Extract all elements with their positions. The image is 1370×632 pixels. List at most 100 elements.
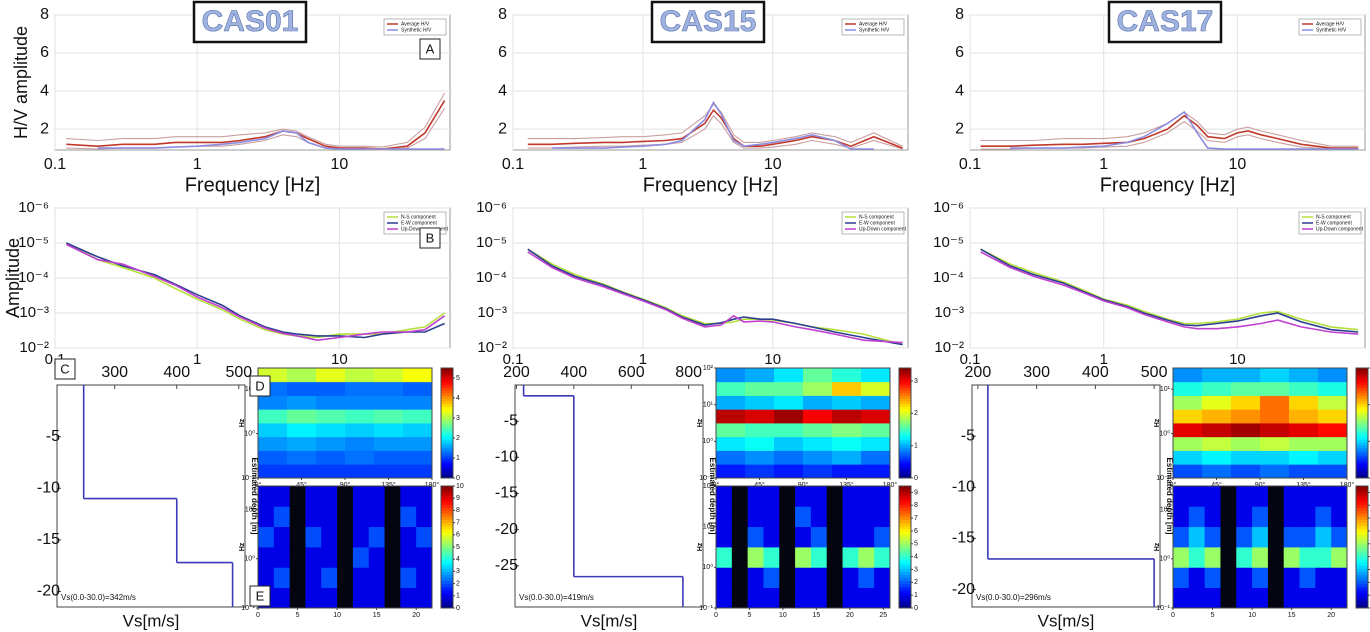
data-gap bbox=[289, 587, 306, 609]
x-tick-label: 10 bbox=[1248, 612, 1256, 619]
colorbar-swatch bbox=[1356, 580, 1368, 584]
y-tick-label: -15 bbox=[37, 531, 60, 548]
heatmap-cell bbox=[368, 506, 385, 528]
heatmap-cell bbox=[1236, 567, 1253, 589]
colorbar-swatch bbox=[899, 583, 911, 588]
heatmap-cell bbox=[716, 587, 733, 609]
heatmap-cell bbox=[1289, 450, 1319, 465]
colorbar-tick-label: 6 bbox=[456, 532, 460, 539]
heatmap-cell bbox=[305, 587, 322, 609]
heatmap-cell bbox=[716, 423, 746, 438]
colorbar-tick-label: 1 bbox=[456, 455, 460, 462]
vs-profile: 300 400 500 -5 -10 -15 -20 Vs(0.0-30.0)=342m/s V… bbox=[37, 364, 259, 630]
colorbar-swatch bbox=[1356, 528, 1368, 533]
colorbar-swatch bbox=[441, 370, 453, 374]
colorbar-swatch bbox=[899, 510, 911, 514]
colorbar-swatch bbox=[899, 442, 911, 446]
heatmap-cell bbox=[1315, 587, 1332, 609]
heatmap-cell bbox=[763, 547, 780, 568]
colorbar-swatch bbox=[1356, 417, 1368, 421]
heatmap-cell bbox=[858, 547, 875, 568]
colorbar-swatch bbox=[1356, 553, 1368, 557]
heatmap-cell bbox=[374, 381, 404, 396]
heatmap-cell bbox=[747, 547, 764, 568]
colorbar-swatch bbox=[441, 412, 453, 416]
y-axis-label: Hz bbox=[239, 418, 246, 427]
heatmap-cell bbox=[861, 464, 891, 479]
colorbar-tick-label: 0 bbox=[914, 605, 918, 612]
x-tick-label: 500 bbox=[1141, 364, 1168, 381]
colorbar-tick-label: 6 bbox=[914, 528, 918, 535]
heatmap-cell bbox=[861, 423, 891, 438]
panel-label-box bbox=[419, 38, 441, 60]
heatmap-cell bbox=[352, 486, 370, 507]
colorbar-swatch bbox=[441, 472, 453, 476]
heatmap-cell bbox=[810, 567, 828, 589]
colorbar-swatch bbox=[899, 565, 911, 569]
data-gap bbox=[731, 506, 749, 528]
legend-label: Up-Down component bbox=[1316, 226, 1364, 232]
colorbar-swatch bbox=[899, 467, 911, 471]
vs-profile: 200 400 600 800 -5 -10 -15 -20 -25 Vs(0.0-30.0)=4… bbox=[495, 364, 717, 630]
colorbar-swatch bbox=[441, 398, 453, 402]
heatmap-cell bbox=[774, 368, 804, 383]
y-tick-label: -15 bbox=[495, 485, 518, 502]
colorbar-swatch bbox=[899, 475, 911, 479]
heatmap-cell bbox=[1188, 506, 1206, 528]
heatmap-cell bbox=[1173, 464, 1203, 479]
heatmap-cell bbox=[832, 423, 862, 438]
heatmap-cell bbox=[1236, 587, 1253, 609]
heatmap-cell bbox=[861, 368, 891, 383]
panel-label: C bbox=[60, 361, 69, 376]
colorbar-swatch bbox=[899, 390, 911, 394]
colorbar-frame bbox=[440, 367, 454, 479]
colorbar-swatch bbox=[1356, 562, 1368, 566]
colorbar-swatch bbox=[441, 601, 453, 606]
y-axis-label: Amplitude bbox=[3, 238, 23, 318]
heatmap-cell bbox=[745, 436, 775, 451]
heatmap-cell bbox=[810, 587, 828, 609]
x-axis-label: Vs[m/s] bbox=[123, 611, 180, 630]
data-gap bbox=[1267, 587, 1285, 609]
data-gap bbox=[826, 526, 843, 548]
colorbar-swatch bbox=[899, 423, 911, 427]
colorbar-tick-label: 7 bbox=[914, 515, 918, 522]
heatmap-cell bbox=[316, 464, 346, 479]
colorbar-swatch bbox=[441, 409, 453, 413]
colorbar-swatch bbox=[899, 409, 911, 413]
heatmap-cell bbox=[400, 486, 417, 507]
heatmap-cell bbox=[763, 567, 780, 589]
y-tick-label: 10¹ bbox=[703, 524, 714, 531]
heatmap-cell bbox=[368, 567, 385, 589]
heatmap-cell bbox=[763, 486, 780, 507]
colorbar-swatch bbox=[441, 442, 453, 446]
heatmap-cell bbox=[258, 423, 288, 438]
heatmap-cell bbox=[273, 587, 291, 609]
colorbar-swatch bbox=[1356, 577, 1368, 581]
x-tick-label: 20 bbox=[1327, 612, 1335, 619]
colorbar-tick-label: 2 bbox=[456, 580, 460, 587]
y-tick-label: 8 bbox=[498, 6, 507, 23]
heatmap-cell bbox=[1318, 409, 1348, 424]
heatmap-cell bbox=[352, 567, 370, 589]
data-gap bbox=[289, 526, 306, 548]
data-gap bbox=[384, 506, 401, 528]
y-tick-label: 10⁻⁴ bbox=[476, 269, 507, 286]
heatmap-cell bbox=[832, 368, 862, 383]
x-tick-label: 45° bbox=[296, 481, 307, 489]
heatmap-cell bbox=[745, 381, 775, 396]
y-tick-label: 10⁻⁴ bbox=[933, 269, 964, 286]
colorbar-swatch bbox=[1356, 556, 1368, 560]
heatmap-cell bbox=[1260, 423, 1290, 438]
colorbar-swatch bbox=[441, 574, 453, 578]
heatmap-cell bbox=[287, 395, 317, 410]
colorbar-swatch bbox=[441, 414, 453, 418]
heatmap-cell bbox=[747, 506, 764, 528]
heatmap-cell bbox=[374, 450, 404, 465]
colorbar-swatch bbox=[899, 453, 911, 457]
colorbar-swatch bbox=[1356, 469, 1368, 473]
data-gap bbox=[289, 486, 306, 507]
